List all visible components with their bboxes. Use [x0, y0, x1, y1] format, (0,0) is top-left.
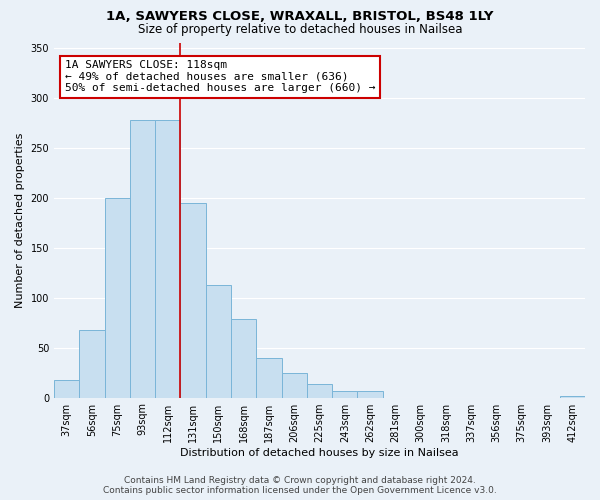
- Bar: [307, 384, 332, 398]
- Bar: [206, 284, 231, 398]
- Bar: [181, 202, 206, 398]
- Bar: [130, 120, 155, 398]
- Bar: [332, 390, 358, 398]
- Bar: [281, 372, 307, 398]
- Bar: [54, 380, 79, 398]
- Y-axis label: Number of detached properties: Number of detached properties: [15, 132, 25, 308]
- Bar: [560, 396, 585, 398]
- Bar: [104, 198, 130, 398]
- Text: 1A, SAWYERS CLOSE, WRAXALL, BRISTOL, BS48 1LY: 1A, SAWYERS CLOSE, WRAXALL, BRISTOL, BS4…: [106, 10, 494, 23]
- Bar: [256, 358, 281, 398]
- X-axis label: Distribution of detached houses by size in Nailsea: Distribution of detached houses by size …: [180, 448, 459, 458]
- Bar: [155, 120, 181, 398]
- Bar: [79, 330, 104, 398]
- Text: Contains HM Land Registry data © Crown copyright and database right 2024.
Contai: Contains HM Land Registry data © Crown c…: [103, 476, 497, 495]
- Text: Size of property relative to detached houses in Nailsea: Size of property relative to detached ho…: [138, 22, 462, 36]
- Bar: [231, 318, 256, 398]
- Bar: [358, 390, 383, 398]
- Text: 1A SAWYERS CLOSE: 118sqm
← 49% of detached houses are smaller (636)
50% of semi-: 1A SAWYERS CLOSE: 118sqm ← 49% of detach…: [65, 60, 375, 94]
